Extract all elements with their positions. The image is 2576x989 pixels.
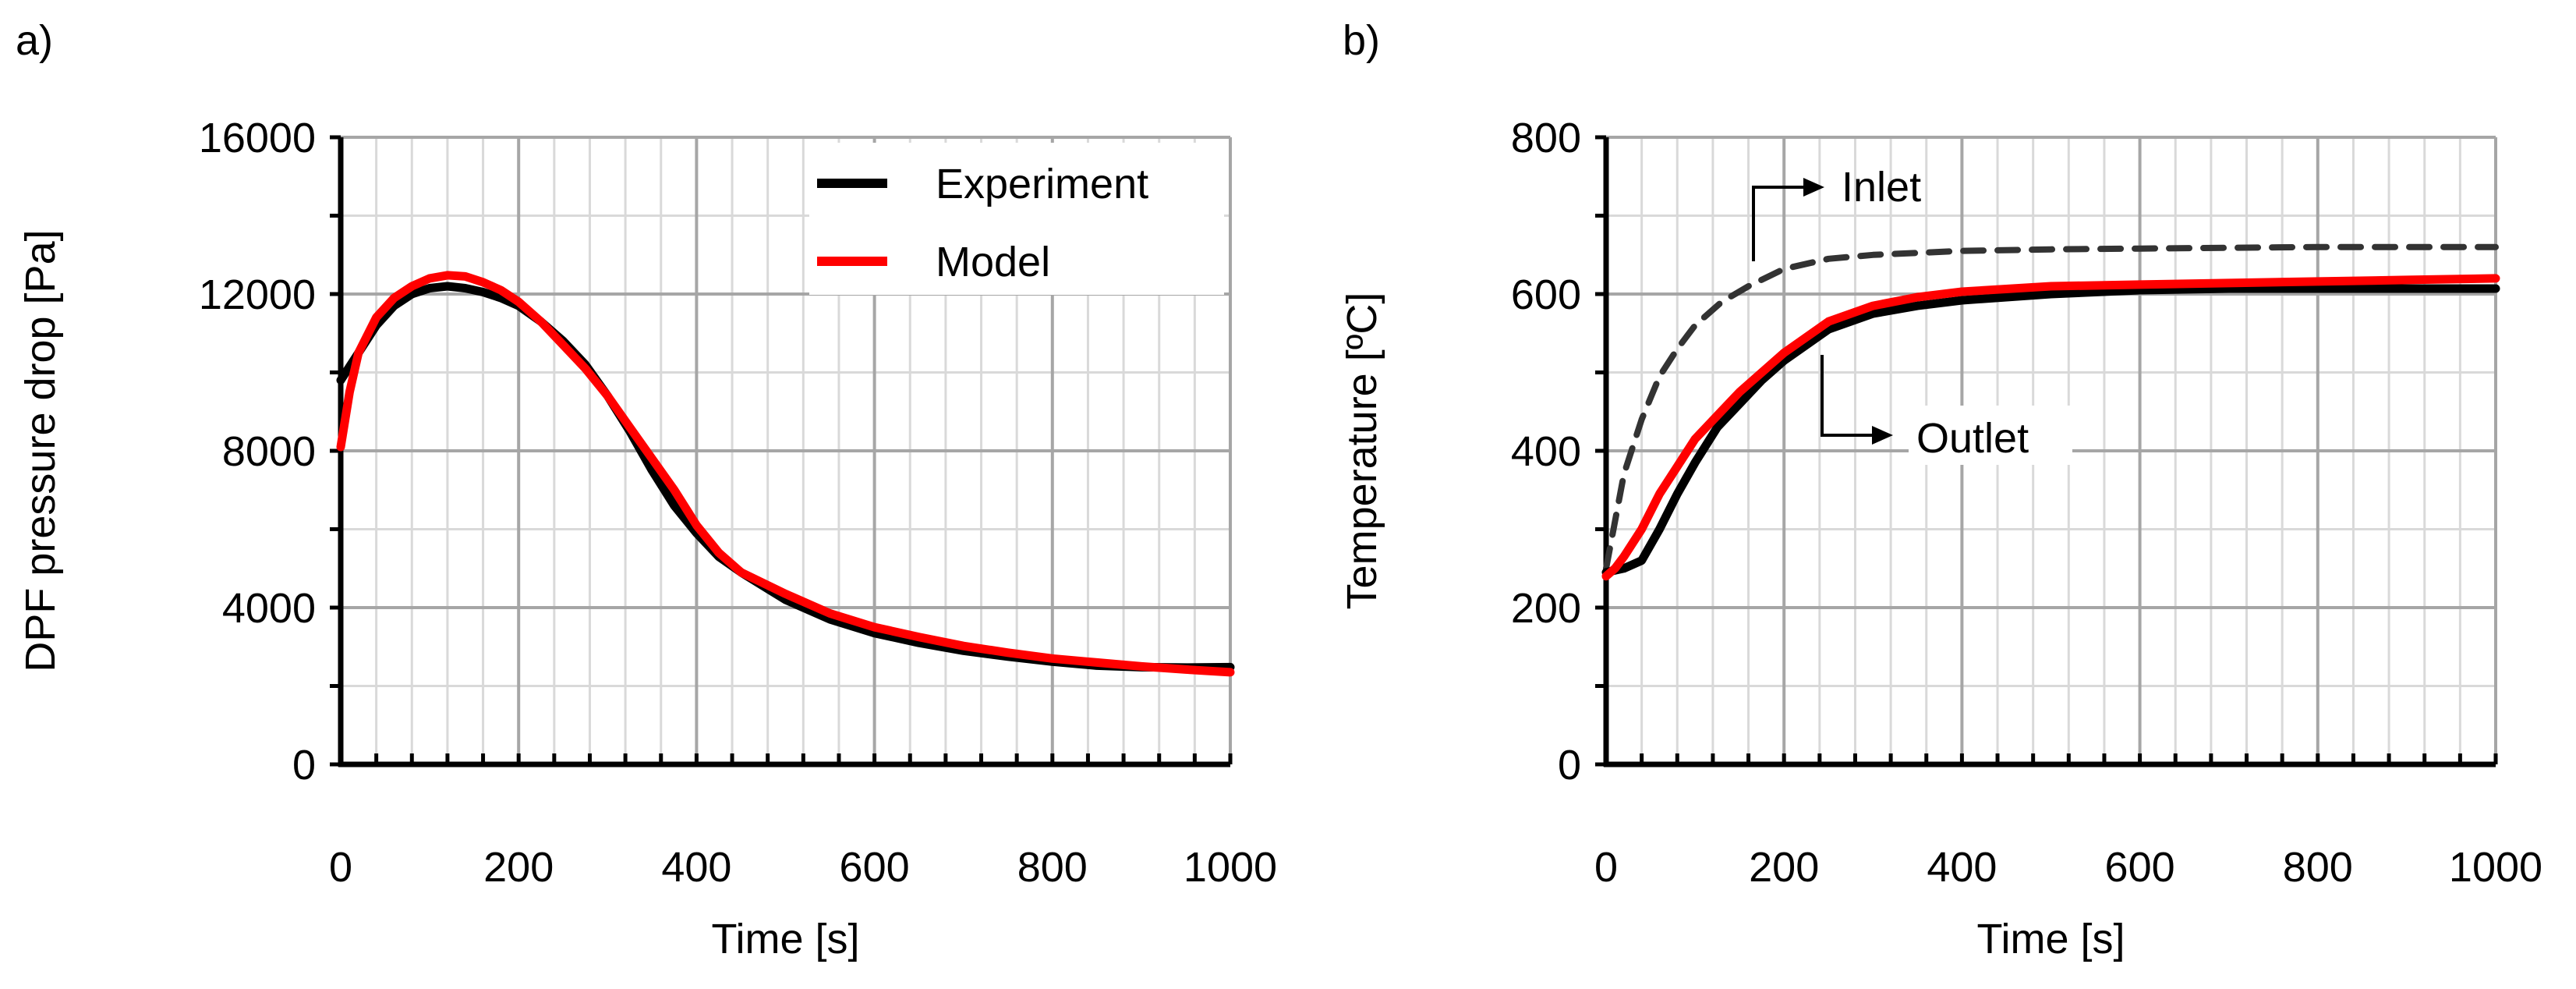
x-tick-label: 800 <box>1017 844 1088 891</box>
outlet-label-background <box>1909 406 2072 465</box>
y-tick-label: 0 <box>292 742 316 789</box>
series-line-experiment <box>336 282 1235 672</box>
panel-a-pressure-drop-chart: a) 0 4000 8000 12000 16000 0 200 400 600 800 1000 Ti… <box>16 17 1277 962</box>
panel-label: b) <box>1343 17 1380 64</box>
inlet-annotation-label: Inlet <box>1842 164 1921 211</box>
y-axis-title: Temperature [ºC] <box>1339 292 1385 610</box>
inlet-callout-line <box>1752 186 1809 261</box>
x-axis-title: Time [s] <box>711 916 859 962</box>
y-tick-label: 400 <box>1511 428 1581 475</box>
y-axis-title: DPF pressure drop [Pa] <box>17 229 64 672</box>
legend-box <box>809 143 1224 295</box>
x-tick-label: 400 <box>1927 844 1997 891</box>
x-tick-label: 200 <box>483 844 554 891</box>
x-tick-label: 600 <box>840 844 910 891</box>
outlet-callout-line <box>1821 355 1875 437</box>
series-line-model <box>336 271 1235 677</box>
legend-label-experiment: Experiment <box>936 161 1148 207</box>
y-tick-label: 12000 <box>199 271 316 318</box>
x-tick-label: 400 <box>661 844 731 891</box>
x-tick-label: 600 <box>2105 844 2175 891</box>
x-tick-label: 800 <box>2283 844 2353 891</box>
x-tick-label: 0 <box>1594 844 1618 891</box>
x-tick-label: 200 <box>1749 844 1819 891</box>
panel-b-temperature-chart: b) 0 200 400 600 800 0 200 400 600 800 1000 Time [s]… <box>1339 17 2542 962</box>
y-tick-label: 4000 <box>222 585 316 632</box>
inlet-arrow-head <box>1803 178 1824 197</box>
x-axis-title: Time [s] <box>1976 916 2125 962</box>
y-tick-label: 8000 <box>222 428 316 475</box>
y-tick-label: 16000 <box>199 115 316 161</box>
x-tick-label: 1000 <box>2449 844 2542 891</box>
y-tick-label: 200 <box>1511 585 1581 632</box>
series-line-outlet-experiment <box>1601 284 2500 577</box>
series-line-inlet <box>1603 243 2499 572</box>
y-tick-label: 600 <box>1511 271 1581 318</box>
outlet-annotation-label: Outlet <box>1916 415 2029 462</box>
y-tick-label: 800 <box>1511 115 1581 161</box>
x-tick-label: 1000 <box>1184 844 1277 891</box>
outlet-arrow-head <box>1872 426 1893 445</box>
y-tick-label: 0 <box>1558 742 1581 789</box>
panel-label: a) <box>16 17 53 64</box>
series-line-outlet-model <box>1601 274 2500 581</box>
x-tick-label: 0 <box>329 844 352 891</box>
legend-label-model: Model <box>936 239 1050 285</box>
